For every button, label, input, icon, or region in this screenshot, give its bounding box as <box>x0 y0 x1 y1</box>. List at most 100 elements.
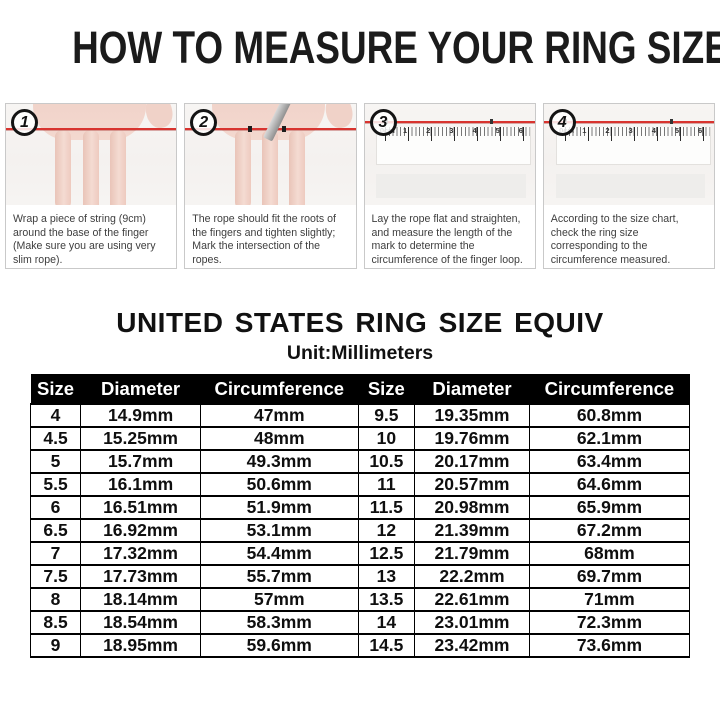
finger-shape <box>234 130 251 205</box>
step-number-badge: 4 <box>548 109 576 136</box>
table-row: 9 18.95mm 59.6mm 14.5 23.42mm 73.6mm <box>29 633 691 658</box>
table-cell: 7.5 <box>29 564 82 589</box>
string-ink-mark <box>282 126 287 132</box>
table-cell: 10 <box>357 426 416 451</box>
table-cell: 69.7mm <box>528 564 691 589</box>
table-cell: 21.79mm <box>414 541 530 566</box>
table-cell: 5 <box>29 449 82 474</box>
table-cell: 23.01mm <box>414 610 530 635</box>
string-ink-mark <box>669 119 673 124</box>
ruler-shadow <box>376 174 527 198</box>
table-cell: 73.6mm <box>528 633 691 658</box>
table-cell: 48mm <box>200 426 359 451</box>
column-header: Diameter <box>80 374 201 404</box>
table-cell: 6 <box>29 495 82 520</box>
step-card-3: 3 0cm123456 Lay the rope flat and straig… <box>363 103 536 269</box>
table-cell: 55.7mm <box>200 564 359 589</box>
page-title: HOW TO MEASURE YOUR RING SIZE <box>0 22 720 74</box>
table-cell: 15.7mm <box>80 449 202 474</box>
red-string-line <box>543 121 714 124</box>
ruler-label: 5 <box>674 126 679 135</box>
column-header: Diameter <box>414 374 530 404</box>
ruler-illustration <box>376 127 532 165</box>
table-header-row: Size Diameter Circumference Size Diameter Cir… <box>30 374 690 404</box>
page-title-text: HOW TO MEASURE YOUR RING SIZE <box>72 22 720 73</box>
table-cell: 8 <box>29 587 82 612</box>
table-cell: 20.98mm <box>414 495 530 520</box>
table-cell: 17.32mm <box>80 541 202 566</box>
table-cell: 23.42mm <box>414 633 530 658</box>
column-header: Circumference <box>200 374 359 404</box>
table-cell: 4.5 <box>29 426 82 451</box>
table-cell: 13 <box>357 564 416 589</box>
finger-shape <box>109 130 126 205</box>
ruler-label: 4 <box>651 126 656 135</box>
ruler-label: 6 <box>697 126 703 135</box>
table-cell: 60.8mm <box>528 403 691 428</box>
table-cell: 64.6mm <box>528 472 691 497</box>
table-cell: 8.5 <box>29 610 82 635</box>
table-row: 5 15.7mm 49.3mm 10.5 20.17mm 63.4mm <box>29 449 691 474</box>
table-cell: 72.3mm <box>528 610 691 635</box>
table-cell: 7 <box>29 541 82 566</box>
finger-shape <box>55 130 72 205</box>
step-caption: According to the size chart, check the r… <box>550 213 679 266</box>
ruler-label: 3 <box>628 126 633 135</box>
table-cell: 4 <box>29 403 82 428</box>
ruler-illustration <box>555 127 711 165</box>
table-cell: 16.1mm <box>80 472 202 497</box>
table-cell: 6.5 <box>29 518 82 543</box>
finger-shape <box>82 130 99 205</box>
table-cell: 20.57mm <box>414 472 530 497</box>
ruler-label: 5 <box>495 126 500 135</box>
size-chart-unit-label: Unit:Millimeters <box>286 342 434 364</box>
table-cell: 15.25mm <box>80 426 202 451</box>
table-cell: 62.1mm <box>528 426 691 451</box>
ring-size-table: Size Diameter Circumference Size Diameter Cir… <box>29 374 691 658</box>
table-cell: 18.54mm <box>80 610 202 635</box>
step-caption: The rope should fit the roots of the fin… <box>192 213 336 266</box>
fingertip-shape <box>321 104 356 131</box>
table-row: 8.5 18.54mm 58.3mm 14 23.01mm 72.3mm <box>29 610 691 635</box>
table-row: 4.5 15.25mm 48mm 10 19.76mm 62.1mm <box>29 426 691 451</box>
table-cell: 63.4mm <box>528 449 691 474</box>
table-header: Size Diameter Circumference Size Diameter Cir… <box>30 374 690 404</box>
ruler-label: 1 <box>582 126 587 135</box>
ruler-label: 2 <box>605 126 610 135</box>
column-header: Size <box>30 374 81 404</box>
step-number-badge: 3 <box>369 109 397 136</box>
finger-shape <box>261 130 278 205</box>
table-cell: 18.14mm <box>80 587 202 612</box>
column-header: Size <box>358 374 415 404</box>
step-caption: Wrap a piece of string (9cm) around the … <box>13 213 156 266</box>
step2-hand-photo: 2 <box>185 104 356 205</box>
step3-ruler-photo: 3 0cm123456 <box>364 104 535 205</box>
ruler-label: 2 <box>426 126 431 135</box>
table-cell: 49.3mm <box>200 449 359 474</box>
size-chart-title: UNITED STATES RING SIZE EQUIV <box>116 307 604 338</box>
ruler-label: 3 <box>449 126 454 135</box>
table-body: 4 14.9mm 47mm 9.5 19.35mm 60.8mm 4.5 15.25mm 48m… <box>29 403 691 658</box>
table-cell: 5.5 <box>29 472 82 497</box>
table-cell: 12 <box>357 518 416 543</box>
step-card-1: 1 Wrap a piece of string (9cm) around th… <box>5 103 178 269</box>
table-cell: 11.5 <box>357 495 416 520</box>
table-cell: 17.73mm <box>80 564 202 589</box>
table-cell: 14.5 <box>357 633 416 658</box>
step-card-4: 4 0cm123456 According to the size chart,… <box>542 103 715 269</box>
table-row: 4 14.9mm 47mm 9.5 19.35mm 60.8mm <box>29 403 691 428</box>
table-cell: 18.95mm <box>80 633 202 658</box>
table-cell: 50.6mm <box>200 472 359 497</box>
table-cell: 54.4mm <box>200 541 359 566</box>
table-row: 8 18.14mm 57mm 13.5 22.61mm 71mm <box>29 587 691 612</box>
table-row: 6.5 16.92mm 53.1mm 12 21.39mm 67.2mm <box>29 518 691 543</box>
table-row: 6 16.51mm 51.9mm 11.5 20.98mm 65.9mm <box>29 495 691 520</box>
table-cell: 11 <box>357 472 416 497</box>
table-cell: 58.3mm <box>200 610 359 635</box>
table-cell: 67.2mm <box>528 518 691 543</box>
table-cell: 16.92mm <box>80 518 202 543</box>
step-card-2: 2 The rope should fit the roots of the f… <box>184 103 357 269</box>
step-number-badge: 2 <box>190 109 218 136</box>
ruler-shadow <box>555 174 706 198</box>
table-cell: 10.5 <box>357 449 416 474</box>
